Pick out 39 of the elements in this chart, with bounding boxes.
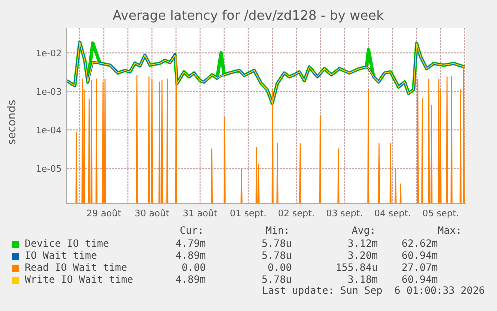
text: Avg: (352, 226, 378, 238)
legend-label: Write IO Wait time (25, 274, 134, 286)
text: 5.78u (260, 274, 292, 286)
chart-title: Average latency for /dev/zd128 - by week (112, 9, 386, 24)
text: 4.79m (174, 238, 206, 250)
text: 0.00 (266, 262, 292, 274)
text: Cur: (180, 226, 206, 238)
text: Min: (266, 226, 292, 238)
text: Max: (438, 226, 464, 238)
x-tick-label: 30 août (134, 208, 170, 220)
legend-label: Read IO Wait time (25, 262, 128, 274)
text: 5.78u (260, 238, 292, 250)
x-tick-label: 05 sept. (422, 209, 460, 220)
x-tick-label: 03 sept. (326, 209, 364, 220)
text: 3.12m (346, 238, 378, 250)
y-tick-label: 1e-04 (36, 126, 62, 136)
text: 3.18m (346, 274, 378, 286)
y-tick-label: 1e-03 (36, 88, 62, 98)
x-tick-label: 29 août (86, 208, 122, 220)
text: 62.62m (400, 238, 438, 250)
x-tick-label: 01 sept. (230, 209, 267, 220)
text: 60.94m (400, 250, 438, 262)
legend-label: IO Wait time (25, 250, 98, 262)
x-tick-label: 31 août (183, 208, 218, 220)
text: 3.20m (346, 250, 378, 262)
x-tick-label: 04 sept. (374, 209, 412, 220)
x-tick-label: 02 sept. (278, 209, 315, 220)
y-tick-label: 1e-05 (36, 164, 62, 175)
text: 4.89m (174, 274, 206, 286)
y-tick-label: 1e-02 (36, 49, 62, 60)
text: Last update: Sun Sep 6 01:00:33 2026 (261, 286, 485, 298)
text: 27.07m (400, 262, 438, 274)
text: 155.84u (334, 262, 378, 274)
text: 5.78u (260, 250, 292, 262)
y-axis-title: seconds (6, 99, 18, 147)
legend-label: Device IO time (25, 238, 110, 250)
text: 0.00 (180, 262, 206, 274)
text: 60.94m (400, 274, 438, 286)
text: 4.89m (174, 250, 206, 262)
